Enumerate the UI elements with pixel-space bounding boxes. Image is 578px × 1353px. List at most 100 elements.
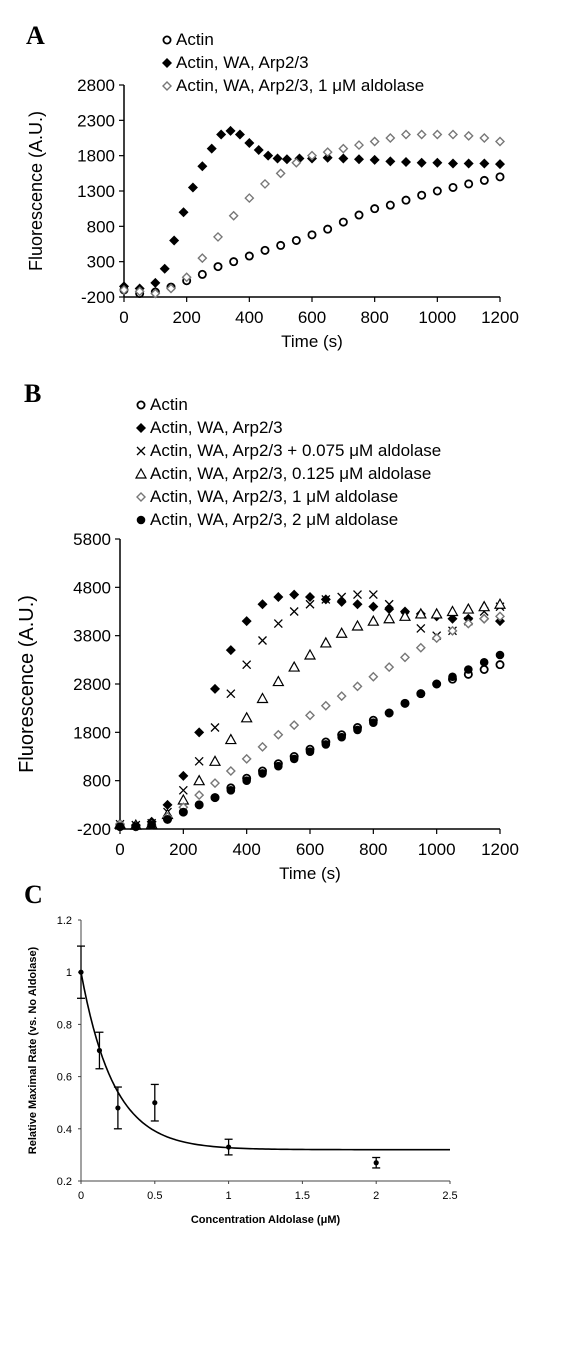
data-point xyxy=(178,785,188,795)
y-tick-label: 3800 xyxy=(73,627,111,646)
x-tick-label: 1.5 xyxy=(295,1190,310,1202)
data-point xyxy=(257,599,268,610)
data-point xyxy=(134,286,145,297)
x-tick-label: 0 xyxy=(119,308,128,327)
data-point xyxy=(210,723,220,732)
x-tick-label: 1200 xyxy=(481,840,519,859)
legend-marker xyxy=(136,492,146,502)
data-point xyxy=(303,648,317,660)
data-point xyxy=(335,627,348,638)
data-point xyxy=(260,245,270,255)
data-point xyxy=(351,619,364,631)
data-point xyxy=(432,157,443,168)
data-point xyxy=(463,618,474,629)
data-point xyxy=(337,592,347,602)
data-point xyxy=(448,672,457,682)
y-axis-title: Relative Maximal Rate (vs. No Aldolase) xyxy=(27,946,39,1154)
data-point xyxy=(368,671,379,682)
data-point xyxy=(354,210,364,220)
data-point xyxy=(432,129,443,140)
y-tick-label: 5800 xyxy=(73,530,111,549)
y-tick-label: 300 xyxy=(87,253,115,272)
data-point xyxy=(241,753,252,764)
data-point xyxy=(307,150,317,161)
data-point xyxy=(320,700,331,711)
legend-entry: Actin, WA, Arp2/3, 2 μM aldolase xyxy=(150,510,398,529)
data-point xyxy=(224,733,237,745)
data-point xyxy=(181,272,192,283)
x-tick-label: 400 xyxy=(235,308,263,327)
x-tick-label: 800 xyxy=(359,840,387,859)
legend-marker xyxy=(136,400,146,410)
y-axis-title: Fluorescence (A.U.) xyxy=(26,111,46,271)
data-point xyxy=(322,152,333,163)
data-point xyxy=(319,636,332,648)
x-tick-label: 1000 xyxy=(418,840,456,859)
data-point xyxy=(478,600,491,612)
y-tick-label: 0.4 xyxy=(57,1124,72,1136)
data-point xyxy=(291,235,301,245)
data-point xyxy=(385,133,396,143)
data-point xyxy=(194,800,204,810)
data-point xyxy=(275,168,286,179)
data-point xyxy=(384,662,395,673)
data-point xyxy=(194,727,205,738)
data-point xyxy=(169,235,180,246)
series-0 xyxy=(115,660,505,832)
legend-entry: Actin, WA, Arp2/3, 0.125 μM aldolase xyxy=(150,464,431,483)
data-point xyxy=(152,1100,158,1106)
data-point xyxy=(208,755,222,766)
data-point xyxy=(244,137,255,148)
data-point xyxy=(373,1160,379,1166)
data-point xyxy=(244,251,254,261)
data-point xyxy=(281,154,292,165)
data-point xyxy=(401,195,411,205)
legend-entry: Actin, WA, Arp2/3, 1 μM aldolase xyxy=(176,76,424,95)
data-point xyxy=(305,599,315,609)
x-tick-label: 200 xyxy=(169,840,197,859)
series-1 xyxy=(119,125,505,294)
data-point xyxy=(242,776,251,785)
data-point xyxy=(495,136,505,147)
x-axis-title: Concentration Aldolase (μM) xyxy=(191,1214,341,1226)
data-point xyxy=(197,253,208,264)
data-point xyxy=(417,190,427,200)
data-point xyxy=(354,154,364,165)
data-point xyxy=(225,766,236,776)
series-1 xyxy=(115,589,505,831)
data-point xyxy=(289,589,300,600)
data-point xyxy=(274,761,283,771)
y-tick-label: 800 xyxy=(87,217,115,236)
data-point xyxy=(384,599,394,609)
x-tick-label: 0 xyxy=(78,1190,84,1202)
data-point xyxy=(353,590,362,600)
data-point xyxy=(162,799,173,810)
data-point xyxy=(431,633,442,644)
data-point xyxy=(495,159,505,170)
data-point xyxy=(179,807,188,817)
data-point xyxy=(216,129,227,140)
data-point xyxy=(194,790,205,801)
data-point xyxy=(464,179,474,189)
panel-letter-c: C xyxy=(24,880,43,909)
data-point xyxy=(432,679,441,689)
data-point xyxy=(447,625,458,636)
data-point xyxy=(273,619,283,629)
data-point xyxy=(416,689,426,698)
x-tick-label: 1200 xyxy=(481,308,519,327)
x-tick-label: 600 xyxy=(296,840,324,859)
data-point xyxy=(163,815,172,824)
data-point xyxy=(353,725,362,735)
legend-marker xyxy=(162,58,172,68)
y-tick-label: 0.2 xyxy=(57,1176,72,1188)
data-point xyxy=(225,645,236,656)
data-point xyxy=(288,660,301,672)
data-point xyxy=(479,158,490,169)
data-point xyxy=(448,129,458,140)
data-point xyxy=(289,607,299,616)
data-point xyxy=(210,683,220,694)
data-point xyxy=(260,178,270,189)
data-point xyxy=(131,822,141,831)
data-point xyxy=(368,590,378,600)
y-tick-label: -200 xyxy=(81,288,115,307)
